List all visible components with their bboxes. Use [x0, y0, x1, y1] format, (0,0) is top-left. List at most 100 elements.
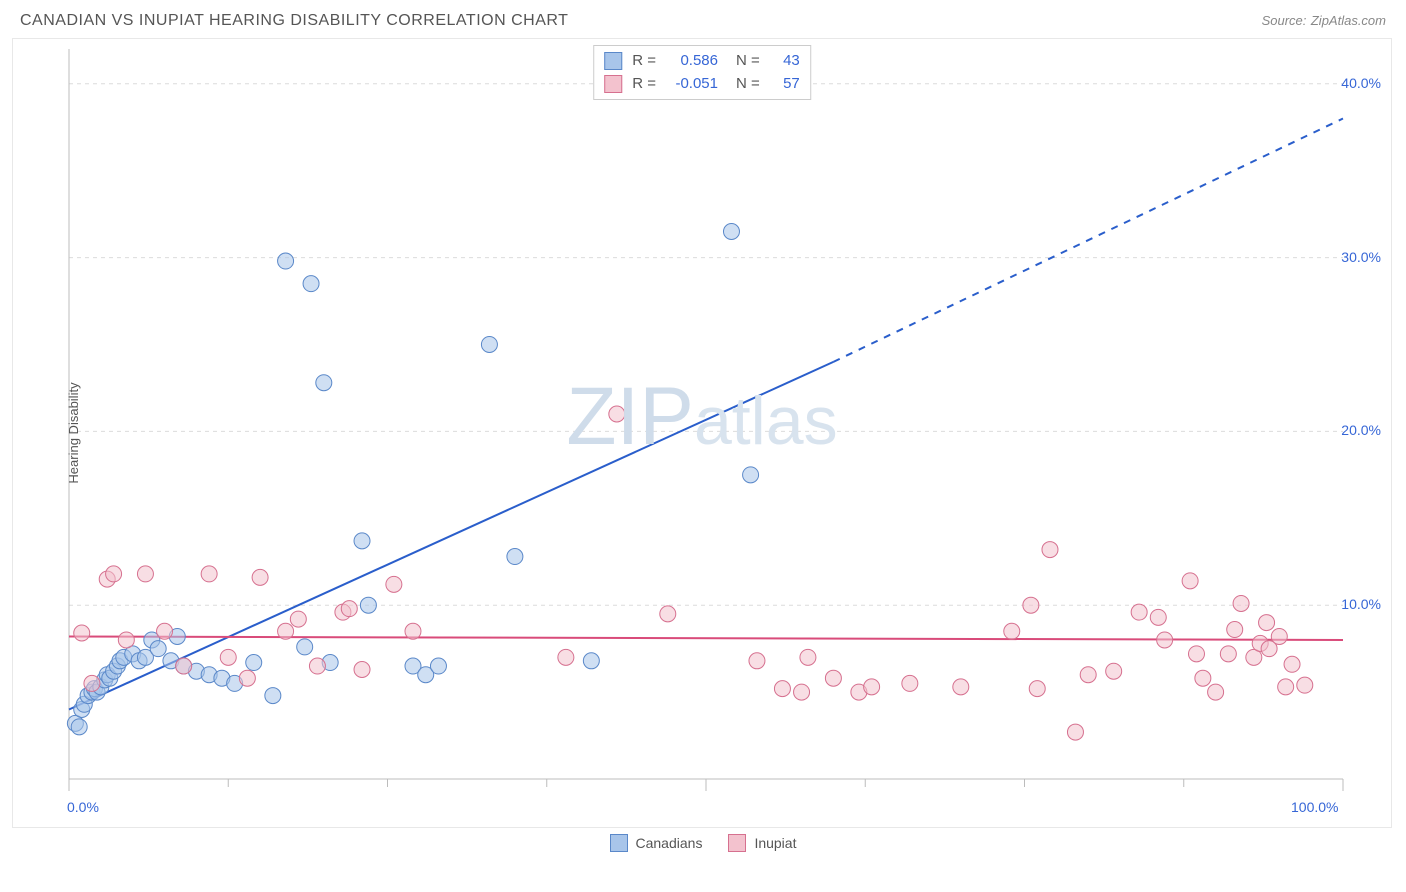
data-point	[316, 375, 332, 391]
y-axis-label: Hearing Disability	[66, 382, 81, 483]
data-point	[386, 576, 402, 592]
data-point	[794, 684, 810, 700]
legend-label: Canadians	[636, 835, 703, 851]
legend: Canadians Inupiat	[12, 828, 1394, 852]
data-point	[1023, 597, 1039, 613]
data-point	[341, 601, 357, 617]
data-point	[1220, 646, 1236, 662]
data-point	[1278, 679, 1294, 695]
data-point	[902, 675, 918, 691]
data-point	[1182, 573, 1198, 589]
legend-item: Inupiat	[728, 834, 796, 852]
legend-label: Inupiat	[754, 835, 796, 851]
data-point	[252, 569, 268, 585]
data-point	[609, 406, 625, 422]
data-point	[360, 597, 376, 613]
data-point	[749, 653, 765, 669]
y-tick-label: 10.0%	[1341, 596, 1381, 612]
data-point	[481, 336, 497, 352]
data-point	[660, 606, 676, 622]
data-point	[953, 679, 969, 695]
data-point	[1106, 663, 1122, 679]
stat-r-label: R =	[632, 50, 656, 73]
y-tick-label: 30.0%	[1341, 249, 1381, 265]
data-point	[1271, 628, 1287, 644]
data-point	[1284, 656, 1300, 672]
data-point	[1259, 615, 1275, 631]
data-point	[1131, 604, 1147, 620]
stats-box: R = 0.586 N = 43 R = -0.051 N = 57	[593, 45, 811, 100]
stat-n-value: 57	[770, 73, 800, 96]
data-point	[405, 623, 421, 639]
data-point	[354, 662, 370, 678]
data-point	[278, 253, 294, 269]
stat-n-label: N =	[736, 73, 760, 96]
data-point	[1157, 632, 1173, 648]
source-label: Source:	[1262, 13, 1307, 28]
data-point	[1195, 670, 1211, 686]
data-point	[309, 658, 325, 674]
series-swatch	[604, 52, 622, 70]
y-tick-label: 40.0%	[1341, 75, 1381, 91]
stat-n-value: 43	[770, 50, 800, 73]
data-point	[507, 549, 523, 565]
data-point	[71, 719, 87, 735]
stats-row: R = -0.051 N = 57	[604, 73, 800, 96]
data-point	[1233, 595, 1249, 611]
data-point	[743, 467, 759, 483]
data-point	[1227, 622, 1243, 638]
data-point	[220, 649, 236, 665]
source-attribution: Source: ZipAtlas.com	[1262, 12, 1386, 30]
data-point	[1188, 646, 1204, 662]
data-point	[297, 639, 313, 655]
stat-r-value: 0.586	[666, 50, 718, 73]
data-point	[74, 625, 90, 641]
data-point	[157, 623, 173, 639]
data-point	[1004, 623, 1020, 639]
x-tick-label: 0.0%	[67, 799, 99, 815]
data-point	[246, 655, 262, 671]
data-point	[1029, 681, 1045, 697]
data-point	[290, 611, 306, 627]
stat-n-label: N =	[736, 50, 760, 73]
data-point	[825, 670, 841, 686]
chart-container: Hearing Disability ZIPatlas R =0.586N =4…	[12, 38, 1392, 828]
data-point	[1080, 667, 1096, 683]
data-point	[1042, 542, 1058, 558]
data-point	[1067, 724, 1083, 740]
data-point	[278, 623, 294, 639]
chart-title: CANADIAN VS INUPIAT HEARING DISABILITY C…	[20, 12, 568, 30]
scatter-plot	[13, 39, 1393, 829]
legend-swatch	[728, 834, 746, 852]
data-point	[558, 649, 574, 665]
data-point	[1208, 684, 1224, 700]
data-point	[864, 679, 880, 695]
data-point	[430, 658, 446, 674]
data-point	[583, 653, 599, 669]
data-point	[201, 566, 217, 582]
legend-item: Canadians	[610, 834, 703, 852]
data-point	[774, 681, 790, 697]
data-point	[150, 641, 166, 657]
data-point	[137, 566, 153, 582]
y-tick-label: 20.0%	[1341, 422, 1381, 438]
data-point	[265, 688, 281, 704]
source-name: ZipAtlas.com	[1311, 13, 1386, 28]
data-point	[354, 533, 370, 549]
data-point	[84, 675, 100, 691]
x-tick-label: 100.0%	[1291, 799, 1338, 815]
data-point	[106, 566, 122, 582]
data-point	[800, 649, 816, 665]
data-point	[1297, 677, 1313, 693]
data-point	[118, 632, 134, 648]
series-swatch	[604, 75, 622, 93]
stat-r-value: -0.051	[666, 73, 718, 96]
data-point	[239, 670, 255, 686]
stat-r-label: R =	[632, 73, 656, 96]
stats-row: R = 0.586 N = 43	[604, 50, 800, 73]
data-point	[1150, 609, 1166, 625]
data-point	[723, 224, 739, 240]
legend-swatch	[610, 834, 628, 852]
data-point	[303, 276, 319, 292]
data-point	[176, 658, 192, 674]
